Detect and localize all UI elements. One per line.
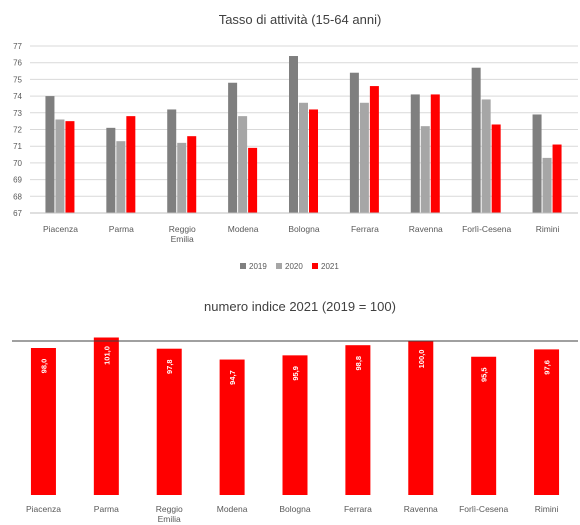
bar-2020-6: [420, 126, 430, 213]
x-category-label: Ferrara: [344, 504, 372, 514]
bar-2020-3: [238, 116, 248, 213]
legend-label: 2020: [285, 262, 303, 271]
y-tick-label: 70: [13, 159, 22, 168]
x-category-label: Parma: [109, 224, 134, 234]
data-label: 97,8: [165, 359, 174, 374]
x-category-label: Piacenza: [26, 504, 61, 514]
legend-label: 2021: [321, 262, 339, 271]
x-category-label: Modena: [228, 224, 259, 234]
index-bar-1: [93, 337, 119, 495]
bar-2019-2: [167, 109, 177, 213]
y-tick-label: 73: [13, 109, 22, 118]
y-tick-label: 69: [13, 176, 22, 185]
x-category-label: Bologna: [288, 224, 319, 234]
legend-swatch-2021: [312, 263, 318, 269]
index-number-chart: numero indice 2021 (2019 = 100) 98,0 Piace…: [12, 299, 578, 524]
x-category-label: Parma: [94, 504, 119, 514]
bar-2019-5: [349, 72, 359, 213]
data-label: 98,0: [39, 359, 48, 374]
data-label: 97,6: [543, 360, 552, 375]
bar-2019-8: [532, 114, 542, 213]
x-category-label: Piacenza: [43, 224, 78, 234]
bar-2021-5: [369, 86, 379, 213]
y-tick-label: 74: [13, 92, 22, 101]
x-category-label: Bologna: [279, 504, 310, 514]
bar-2021-0: [65, 121, 75, 213]
bar-2019-7: [471, 67, 481, 214]
bar-2020-2: [177, 142, 187, 213]
x-category-label: Ravenna: [409, 224, 443, 234]
legend-swatch-2019: [240, 263, 246, 269]
index-bar-6: [408, 341, 434, 495]
bar-2021-3: [248, 147, 258, 213]
bar-2020-4: [299, 102, 308, 213]
bar-2021-7: [491, 124, 501, 213]
data-label: 100,0: [417, 350, 426, 369]
x-category-label: Reggio Emilia: [156, 504, 183, 524]
data-label: 95,5: [480, 367, 489, 382]
index-bar-3: [219, 359, 245, 495]
chart-1-title: Tasso di attività (15-64 anni): [219, 12, 382, 27]
bar-2020-0: [55, 119, 65, 213]
y-tick-label: 72: [13, 126, 22, 135]
y-tick-label: 67: [13, 209, 22, 218]
data-label: 95,9: [291, 366, 300, 381]
bar-2021-2: [187, 136, 197, 213]
data-label: 98,8: [354, 356, 363, 371]
bar-2019-6: [410, 94, 420, 213]
index-bar-8: [534, 349, 560, 495]
index-bar-5: [345, 345, 371, 495]
bar-2020-8: [542, 157, 552, 213]
bar-2020-5: [359, 102, 369, 213]
data-label: 94,7: [228, 370, 237, 385]
index-bar-4: [282, 355, 308, 495]
y-tick-label: 76: [13, 59, 22, 68]
y-tick-label: 71: [13, 142, 22, 151]
index-bar-2: [156, 348, 182, 495]
x-category-label: Ravenna: [404, 504, 438, 514]
bar-2019-4: [289, 56, 298, 213]
y-tick-label: 68: [13, 192, 22, 201]
index-bar-0: [30, 348, 56, 495]
y-tick-label: 77: [13, 42, 22, 51]
bar-2019-1: [106, 127, 116, 213]
x-category-label: Forlì-Cesena: [462, 224, 511, 234]
x-category-label: Rimini: [536, 224, 560, 234]
chart-2-title: numero indice 2021 (2019 = 100): [204, 299, 396, 314]
legend-label: 2019: [249, 262, 267, 271]
bar-2021-6: [430, 94, 440, 213]
index-bar-7: [471, 356, 497, 495]
bar-2021-8: [552, 144, 562, 213]
bar-2020-7: [481, 99, 491, 213]
activity-rate-chart: Tasso di attività (15-64 anni) 67 68 69 70 71…: [13, 12, 578, 271]
y-tick-label: 75: [13, 75, 22, 84]
x-category-label: Ferrara: [351, 224, 379, 234]
legend-swatch-2020: [276, 263, 282, 269]
bar-2020-1: [116, 141, 126, 213]
x-category-label: Modena: [217, 504, 248, 514]
bar-2021-1: [126, 116, 136, 213]
data-label: 101,0: [102, 346, 111, 365]
x-category-label: Forlì-Cesena: [459, 504, 508, 514]
x-category-label: Reggio Emilia: [169, 224, 196, 244]
bar-2019-0: [45, 96, 55, 213]
bar-2021-4: [309, 109, 318, 213]
bar-2019-3: [228, 82, 238, 214]
x-category-label: Rimini: [535, 504, 559, 514]
